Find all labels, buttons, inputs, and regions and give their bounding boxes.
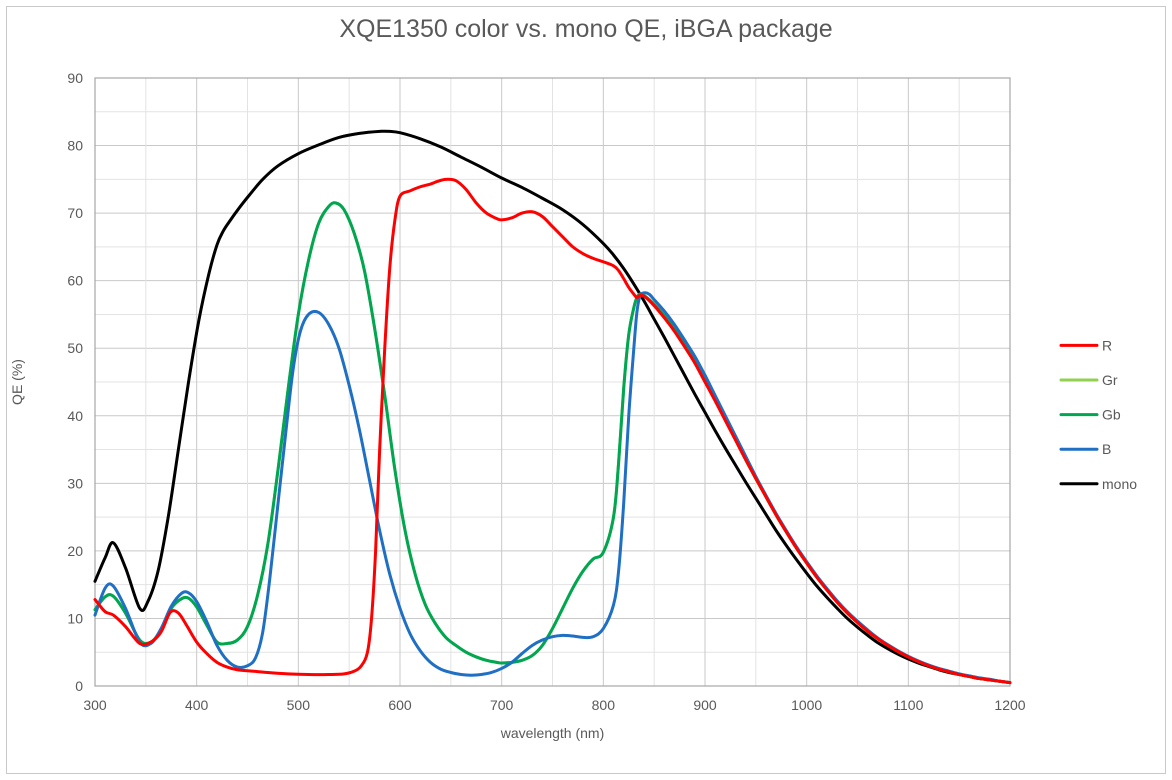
svg-text:1100: 1100 (893, 697, 923, 713)
svg-text:1000: 1000 (791, 697, 822, 713)
svg-text:800: 800 (592, 697, 616, 713)
svg-text:B: B (1102, 441, 1111, 457)
svg-text:60: 60 (67, 273, 83, 289)
svg-text:R: R (1102, 337, 1112, 353)
svg-text:80: 80 (67, 138, 83, 154)
svg-text:Gr: Gr (1102, 372, 1118, 388)
svg-text:50: 50 (67, 340, 83, 356)
svg-text:400: 400 (185, 697, 209, 713)
svg-text:90: 90 (67, 70, 83, 86)
svg-text:70: 70 (67, 205, 83, 221)
svg-text:600: 600 (388, 697, 412, 713)
svg-text:500: 500 (287, 697, 311, 713)
svg-text:wavelength (nm): wavelength (nm) (500, 725, 605, 741)
svg-text:300: 300 (83, 697, 107, 713)
svg-text:20: 20 (67, 543, 83, 559)
svg-text:1200: 1200 (994, 697, 1025, 713)
svg-text:900: 900 (693, 697, 717, 713)
svg-text:10: 10 (67, 610, 83, 626)
svg-text:QE (%): QE (%) (9, 359, 25, 405)
svg-text:30: 30 (67, 475, 83, 491)
svg-text:mono: mono (1102, 476, 1137, 492)
svg-text:40: 40 (67, 408, 83, 424)
svg-text:Gb: Gb (1102, 407, 1121, 423)
svg-text:0: 0 (75, 678, 83, 694)
svg-text:700: 700 (490, 697, 514, 713)
